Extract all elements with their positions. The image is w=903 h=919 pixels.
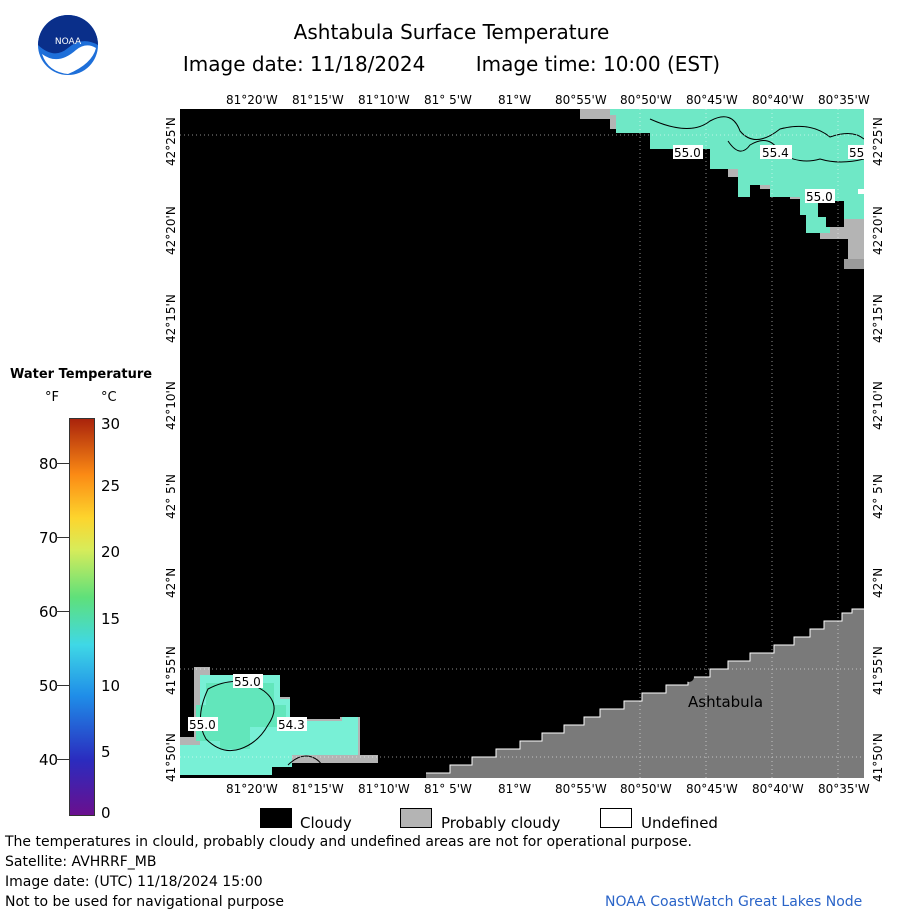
c-tick-label: 25 <box>101 477 121 495</box>
logo-text: NOAA <box>55 37 82 47</box>
lon-label: 80°40'W <box>752 782 804 796</box>
lon-label: 81°W <box>498 782 532 796</box>
lon-label: 80°55'W <box>555 93 607 107</box>
lat-label: 42°10'N <box>164 381 178 430</box>
c-tick-label: 15 <box>101 610 121 628</box>
lon-label: 81°15'W <box>292 782 344 796</box>
lon-label: 80°45'W <box>686 93 738 107</box>
page-title: Ashtabula Surface Temperature <box>293 20 610 44</box>
satellite-text: Satellite: AVHRRF_MB <box>5 854 157 870</box>
image-datetime: Image date: 11/18/2024 Image time: 10:00… <box>0 52 903 76</box>
lat-label: 42° 5'N <box>164 474 178 519</box>
c-tick-label: 30 <box>101 415 121 433</box>
cloudy-label: Cloudy <box>300 814 352 832</box>
city-label: Ashtabula <box>688 693 763 711</box>
contour-label: 55.0 <box>189 718 216 732</box>
contour-label: 55 <box>849 146 864 160</box>
lat-label: 42°20'N <box>164 206 178 255</box>
unit-fahrenheit: °F <box>45 390 59 405</box>
lat-label: 41°50'N <box>164 733 178 782</box>
credit-link[interactable]: NOAA CoastWatch Great Lakes Node <box>605 894 863 910</box>
lon-label: 81°10'W <box>358 93 410 107</box>
lon-label: 81°20'W <box>226 782 278 796</box>
lon-label: 81° 5'W <box>424 782 472 796</box>
probably-cloudy-label: Probably cloudy <box>441 814 561 832</box>
lon-label: 80°50'W <box>620 93 672 107</box>
city-marker[interactable] <box>684 672 694 682</box>
lon-label: 80°40'W <box>752 93 804 107</box>
lon-label: 80°35'W <box>818 782 870 796</box>
image-date: Image date: 11/18/2024 <box>182 52 426 76</box>
unit-celsius: °C <box>101 390 117 405</box>
c-tick-label: 5 <box>101 743 111 761</box>
legend-title: Water Temperature <box>10 367 153 382</box>
lon-label: 80°35'W <box>818 93 870 107</box>
f-tick-label: 70 <box>39 529 59 547</box>
lat-label: 42°20'N <box>871 206 885 255</box>
utc-date-text: Image date: (UTC) 11/18/2024 15:00 <box>5 874 263 890</box>
f-tick-label: 80 <box>39 455 59 473</box>
contour-labels: 55.0 55.4 55 55.0 55.0 55.0 54.3 <box>188 145 864 732</box>
probably-cloudy-swatch <box>400 808 432 828</box>
shoreline <box>426 608 864 774</box>
c-tick-label: 20 <box>101 543 121 561</box>
lat-label: 42°15'N <box>164 294 178 343</box>
lon-label: 80°55'W <box>555 782 607 796</box>
contour-label: 55.0 <box>806 190 833 204</box>
noaa-logo: NOAA <box>38 15 98 75</box>
lat-label: 41°55'N <box>871 646 885 695</box>
lat-label: 42°15'N <box>871 294 885 343</box>
lon-label: 80°45'W <box>686 782 738 796</box>
lat-label: 42°25'N <box>164 117 178 166</box>
lon-label: 80°50'W <box>620 782 672 796</box>
temperature-map[interactable]: Ashtabula 55.0 55.4 55 55.0 55.0 55.0 54… <box>180 109 864 778</box>
c-tick-label: 0 <box>101 804 111 822</box>
lon-label: 81° 5'W <box>424 93 472 107</box>
f-tick-label: 50 <box>39 677 59 695</box>
contour-label: 55.0 <box>674 146 701 160</box>
c-tick-label: 10 <box>101 677 121 695</box>
image-time: Image time: 10:00 (EST) <box>475 52 721 76</box>
lat-label: 41°50'N <box>871 733 885 782</box>
lat-label: 42°N <box>164 567 178 598</box>
lat-label: 42°10'N <box>871 381 885 430</box>
color-scale-bar <box>69 418 95 816</box>
lat-label: 42°25'N <box>871 117 885 166</box>
contour-label: 55.4 <box>762 146 789 160</box>
disclaimer-text: The temperatures in clould, probably clo… <box>5 834 692 850</box>
contour-label: 54.3 <box>278 718 305 732</box>
undefined-label: Undefined <box>641 814 718 832</box>
contour-label: 55.0 <box>234 675 261 689</box>
lon-label: 81°10'W <box>358 782 410 796</box>
lat-label: 42° 5'N <box>871 474 885 519</box>
navigation-warning: Not to be used for navigational purpose <box>5 894 284 910</box>
lon-label: 81°15'W <box>292 93 344 107</box>
lat-label: 42°N <box>871 567 885 598</box>
lon-label: 81°20'W <box>226 93 278 107</box>
cloudy-swatch <box>260 808 292 828</box>
lat-label: 41°55'N <box>164 646 178 695</box>
f-tick-label: 40 <box>39 751 59 769</box>
lon-label: 81°W <box>498 93 532 107</box>
undefined-swatch <box>600 808 632 828</box>
f-tick-label: 60 <box>39 603 59 621</box>
